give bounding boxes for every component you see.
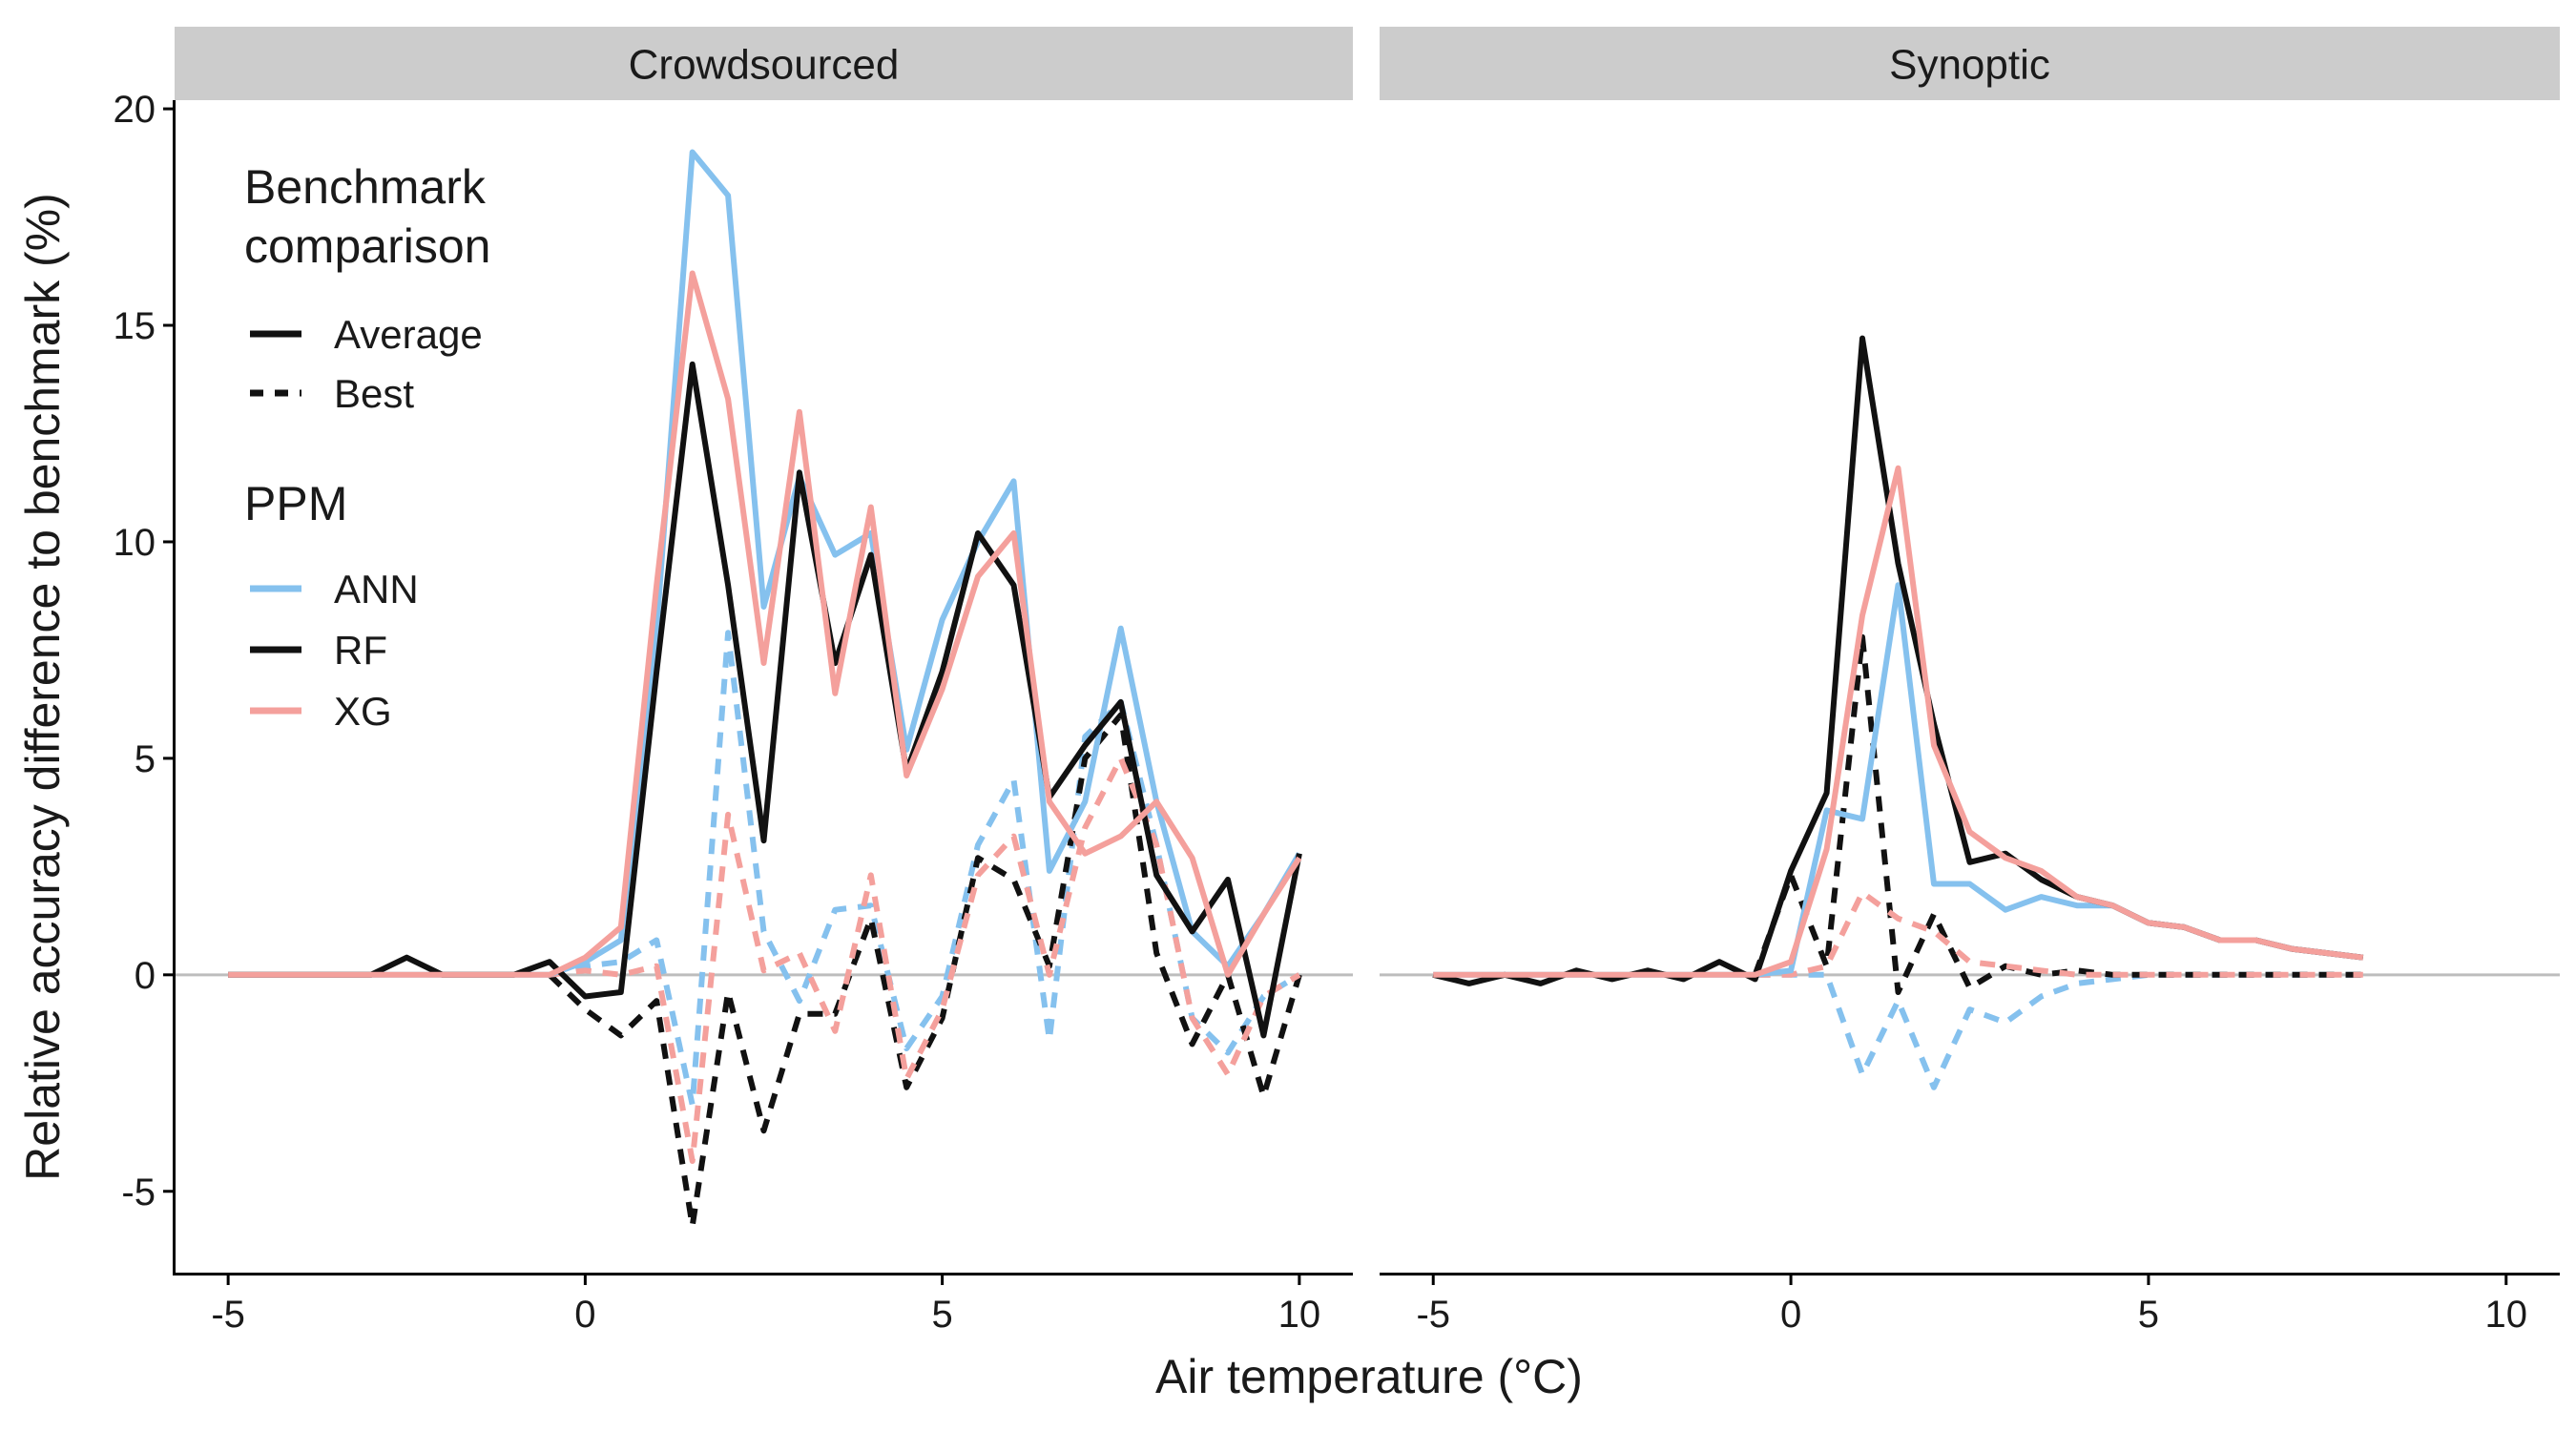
y-tick-label: 10: [114, 522, 156, 564]
series-line-ann-best: [549, 630, 1301, 1108]
x-axis-label: Air temperature (°C): [1155, 1350, 1583, 1403]
legend-title-benchmark: Benchmark: [244, 160, 487, 214]
x-tick-label: 10: [2485, 1294, 2528, 1336]
panel-crowdsourced: Crowdsourced -5 0 5 10 15 20 -5 0 5 10: [114, 27, 1353, 1336]
x-tick-label: -5: [1416, 1294, 1450, 1336]
series-line-rf-best: [1752, 633, 2363, 995]
x-tick-label: -5: [211, 1294, 245, 1336]
legend-label-xg: XG: [334, 689, 392, 734]
panels-layer: Crowdsourced -5 0 5 10 15 20 -5 0 5 10 Synoptic -5 0 5…: [114, 27, 2560, 1336]
strip-label: Synoptic: [1889, 42, 2050, 89]
legend-title-benchmark: comparison: [244, 219, 490, 273]
panel-synoptic: Synoptic -5 0 5 10: [1380, 27, 2560, 1336]
series-line-ann-average: [228, 149, 1302, 978]
x-tick-label: 0: [574, 1294, 595, 1336]
x-tick-label: 5: [931, 1294, 952, 1336]
series-line-xg-best: [549, 755, 1301, 1164]
series-line-rf-average: [1432, 335, 2364, 986]
strip-background: [175, 27, 1353, 100]
series-line-xg-best: [1755, 889, 2363, 978]
x-tick-label: 10: [1278, 1294, 1321, 1336]
legend-label-ann: ANN: [334, 567, 419, 612]
y-tick-label: -5: [121, 1172, 156, 1213]
series-line-rf-average: [228, 361, 1302, 1039]
y-tick-label: 15: [114, 305, 156, 347]
y-axis-label: Relative accuracy difference to benchmar…: [16, 193, 70, 1181]
y-tick-label: 0: [135, 955, 156, 997]
y-tick-label: 20: [114, 89, 156, 131]
legend-label-average: Average: [334, 312, 483, 357]
legend-label-best: Best: [334, 371, 414, 416]
x-tick-label: 0: [1780, 1294, 1801, 1336]
legend-title-ppm: PPM: [244, 477, 347, 530]
series-line-xg-average: [1433, 465, 2364, 978]
series-line-rf-best: [547, 712, 1302, 1230]
strip-background: [1380, 27, 2560, 100]
series-line-ann-best: [1755, 971, 2363, 1090]
legend-label-rf: RF: [334, 628, 387, 673]
series-line-xg-average: [228, 270, 1302, 978]
x-tick-label: 5: [2138, 1294, 2159, 1336]
y-tick-label: 5: [135, 738, 156, 780]
strip-label: Crowdsourced: [629, 42, 900, 89]
